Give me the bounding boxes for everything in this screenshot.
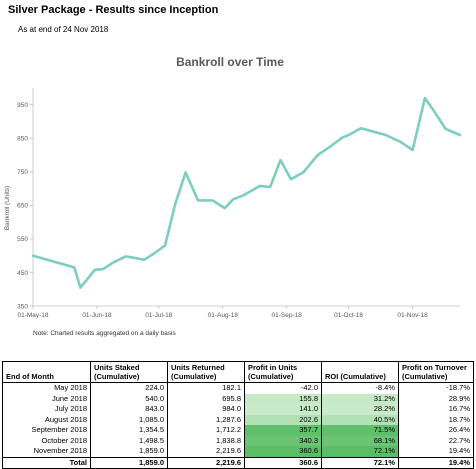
y-tick-label: 650 <box>17 203 28 210</box>
cell-profit-units: 340.3 <box>244 435 322 446</box>
y-tick-label: 950 <box>17 102 28 109</box>
results-table: End of Month Units Staked (Cumulative) U… <box>2 361 474 469</box>
cell-profit-turnover: 19.4% <box>398 446 474 457</box>
cell-roi: 68.1% <box>321 435 399 446</box>
x-tick-label: 01-Oct-18 <box>334 312 363 319</box>
x-tick-label: 01-Jul-18 <box>145 312 172 319</box>
cell-roi: 28.2% <box>321 404 399 415</box>
header-roi: ROI (Cumulative) <box>321 361 399 383</box>
cell-profit-units: 155.8 <box>244 393 322 404</box>
cell-roi: 31.2% <box>321 393 399 404</box>
cell-month: September 2018 <box>2 425 91 436</box>
header-profit-units: Profit in Units (Cumulative) <box>244 361 322 383</box>
cell-roi: -8.4% <box>321 382 399 394</box>
cell-units-staked: 843.0 <box>90 404 168 415</box>
cell-month: October 2018 <box>2 435 91 446</box>
table-row: November 2018 1,859.0 2,219.6 360.6 72.1% 19.… <box>2 446 474 457</box>
cell-profit-units: 202.6 <box>244 414 322 425</box>
cell-roi: 40.5% <box>321 414 399 425</box>
y-tick-label: 350 <box>17 303 28 310</box>
cell-profit-turnover: 28.9% <box>398 393 474 404</box>
y-axis: 350 450 550 650 750 850 950 <box>17 88 34 310</box>
cell-units-returned: 984.0 <box>167 404 245 415</box>
x-tick-label: 01-Nov-18 <box>397 312 428 319</box>
cell-roi: 71.5% <box>321 425 399 436</box>
cell-profit-turnover: 18.7% <box>398 414 474 425</box>
table-row: October 2018 1,498.5 1,838.8 340.3 68.1% 22.7… <box>2 435 474 446</box>
cell-units-returned: 182.1 <box>167 382 245 394</box>
table-row: September 2018 1,354.5 1,712.2 357.7 71.5% 26… <box>2 425 474 436</box>
y-axis-title: Bankroll (Units) <box>4 186 11 230</box>
cell-units-returned: 2,219.6 <box>167 446 245 457</box>
table-row: May 2018 224.0 182.1 -42.0 -8.4% -18.7% <box>2 382 474 394</box>
cell-units-returned: 1,287.6 <box>167 414 245 425</box>
chart-title: Bankroll over Time <box>176 55 284 69</box>
table-header-row: End of Month Units Staked (Cumulative) U… <box>2 361 474 383</box>
table-row: August 2018 1,085.0 1,287.6 202.6 40.5% 18.7% <box>2 414 474 425</box>
page-subtitle: As at end of 24 Nov 2018 <box>18 25 109 34</box>
x-tick-label: 01-May-18 <box>17 312 48 319</box>
cell-roi: 72.1% <box>321 446 399 457</box>
table-row: June 2018 540.0 695.8 155.8 31.2% 28.9% <box>2 393 474 404</box>
cell-month: July 2018 <box>2 404 91 415</box>
y-tick-label: 550 <box>17 236 28 243</box>
cell-units-staked: 1,085.0 <box>90 414 168 425</box>
cell-month: November 2018 <box>2 446 91 457</box>
bankroll-chart: Bankroll over Time Bankroll (Units) 350 4… <box>4 55 462 319</box>
cell-profit-turnover: 16.7% <box>398 404 474 415</box>
chart-footnote: Note: Charted results aggregated on a da… <box>33 330 176 337</box>
cell-profit-turnover: 22.7% <box>398 435 474 446</box>
cell-units-staked: 540.0 <box>90 393 168 404</box>
series-layer <box>31 96 462 289</box>
page-title: Silver Package - Results since Inception <box>8 4 219 16</box>
cell-profit-units: 360.6 <box>244 446 322 457</box>
y-tick-label: 850 <box>17 136 28 143</box>
x-axis: 01-May-18 01-Jun-18 01-Jul-18 01-Aug-18 01-S… <box>17 305 460 319</box>
header-profit-turnover: Profit on Turnover (Cumulative) <box>398 361 474 383</box>
cell-units-returned: 695.8 <box>167 393 245 404</box>
table-row: July 2018 843.0 984.0 141.0 28.2% 16.7% <box>2 404 474 415</box>
cell-profit-units: -42.0 <box>244 382 322 394</box>
cell-units-staked: 224.0 <box>90 382 168 394</box>
header-units-staked: Units Staked (Cumulative) <box>90 361 168 383</box>
cell-profit-units: 141.0 <box>244 404 322 415</box>
cell-units-staked: 1,354.5 <box>90 425 168 436</box>
x-tick-label: 01-Aug-18 <box>208 312 239 319</box>
header-units-returned: Units Returned (Cumulative) <box>167 361 245 383</box>
cell-month: August 2018 <box>2 414 91 425</box>
y-tick-label: 750 <box>17 169 28 176</box>
cell-units-staked: 1,498.5 <box>90 435 168 446</box>
cell-month: May 2018 <box>2 382 91 394</box>
cell-units-returned: 1,712.2 <box>167 425 245 436</box>
x-tick-label: 01-Jun-18 <box>82 312 112 319</box>
cell-profit-turnover: -18.7% <box>398 382 474 394</box>
bankroll-line <box>31 96 462 289</box>
cell-profit-turnover: 26.4% <box>398 425 474 436</box>
cell-month: June 2018 <box>2 393 91 404</box>
header-end-of-month: End of Month <box>2 361 91 383</box>
cell-profit-units: 357.7 <box>244 425 322 436</box>
cell-units-returned: 1,838.8 <box>167 435 245 446</box>
cell-units-staked: 1,859.0 <box>90 446 168 457</box>
x-tick-label: 01-Sep-18 <box>272 312 303 319</box>
y-tick-label: 450 <box>17 270 28 277</box>
